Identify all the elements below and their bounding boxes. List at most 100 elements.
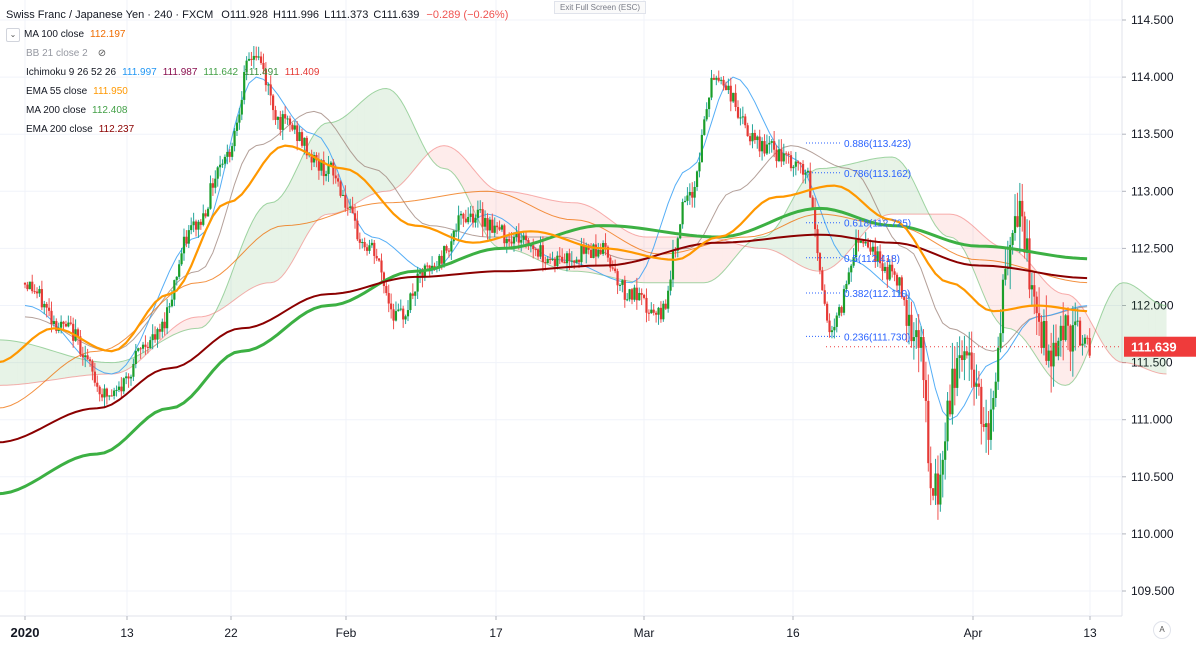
cloud-segment <box>158 338 163 344</box>
candle-body <box>1033 285 1036 297</box>
cloud-segment <box>830 167 835 269</box>
candle-body <box>881 263 884 272</box>
candle-body <box>541 245 544 263</box>
candle-body <box>741 116 744 118</box>
candle-body <box>667 290 670 309</box>
candle-body <box>281 114 284 130</box>
cloud-segment <box>75 357 80 377</box>
cloud-segment <box>46 348 51 381</box>
fibonacci-levels[interactable]: 0.886(113.423) 0.786(113.162) 0.618(112.72… <box>806 139 911 343</box>
candle-body <box>139 348 142 350</box>
candle-body <box>809 170 812 198</box>
candle-body <box>194 221 198 230</box>
cloud-segment <box>444 145 448 170</box>
fib-level-label: 0.382(112.110) <box>844 289 910 300</box>
candle-body <box>81 354 84 358</box>
candle-body <box>934 473 937 496</box>
candle-body <box>517 233 520 243</box>
cloud-segment <box>837 166 842 263</box>
candle-body <box>488 219 492 231</box>
indicator-row[interactable]: MA 200 close 112.408 <box>6 101 508 120</box>
exit-fullscreen-button[interactable]: Exit Full Screen (ESC) <box>554 1 647 14</box>
indicator-row[interactable]: EMA 55 close 111.950 <box>6 82 508 101</box>
cloud-segment <box>234 255 239 300</box>
cloud-segment <box>183 319 188 331</box>
candle-body <box>1021 200 1024 217</box>
indicator-row[interactable]: EMA 200 close 112.237 <box>6 120 508 139</box>
candle-body <box>122 378 125 392</box>
candle-body <box>524 235 528 241</box>
cloud-segment <box>646 236 650 283</box>
candle-body <box>717 77 720 81</box>
candle-body <box>341 194 345 196</box>
candle-body <box>447 250 451 252</box>
candle-body <box>655 312 658 315</box>
candle-body <box>958 355 961 359</box>
candle-body <box>464 218 467 223</box>
cloud-segment <box>624 229 629 281</box>
candle-body <box>108 395 111 397</box>
cloud-segment <box>855 161 860 243</box>
y-tick-label: 111.500 <box>1131 356 1173 370</box>
indicator-row[interactable]: BB 21 close 2 ⊘ <box>6 44 508 63</box>
candle-body <box>522 235 525 240</box>
cloud-segment <box>704 236 708 283</box>
candle-body <box>93 371 96 383</box>
cloud-segment <box>1115 283 1120 362</box>
cloud-segment <box>910 174 914 215</box>
cloud-segment <box>552 200 557 268</box>
candle-body <box>243 72 246 100</box>
candle-body <box>693 186 696 198</box>
auto-scale-button[interactable]: A <box>1153 621 1171 639</box>
candle-body <box>356 220 359 240</box>
candle-body <box>756 136 759 141</box>
cloud-segment <box>458 152 463 187</box>
candle-body <box>392 309 395 321</box>
candle-body <box>893 271 896 275</box>
candle-body <box>38 289 41 294</box>
candle-body <box>1018 200 1021 227</box>
cloud-segment <box>375 89 380 194</box>
candle-body <box>327 165 330 174</box>
cloud-segment <box>422 143 426 160</box>
collapse-chevron-icon[interactable]: ⌄ <box>6 27 20 42</box>
candle-body <box>166 307 169 329</box>
cloud-segment <box>277 195 282 281</box>
candle-body <box>965 351 968 356</box>
candle-body <box>91 361 94 372</box>
candle-body <box>1074 321 1077 326</box>
ema200-line <box>0 233 1088 444</box>
cloud-segment <box>270 201 275 283</box>
candle-body <box>573 260 576 263</box>
price-axis-panel[interactable] <box>1122 0 1196 650</box>
eye-slash-icon[interactable]: ⊘ <box>97 48 107 59</box>
candle-body <box>515 233 518 237</box>
candle-body <box>951 368 954 415</box>
indicator-row[interactable]: ⌄ MA 100 close 112.197 <box>6 25 508 44</box>
candle-body <box>604 243 607 247</box>
cloud-segment <box>975 227 979 283</box>
candle-body <box>305 137 308 156</box>
cloud-segment <box>223 284 228 308</box>
candle-body <box>1030 285 1033 290</box>
candle-body <box>180 253 183 265</box>
candle-body <box>594 244 597 257</box>
cloud-segment <box>978 231 983 292</box>
candle-body <box>26 284 29 290</box>
cloud-segment <box>996 245 1001 325</box>
candle-body <box>438 255 441 267</box>
candle-body <box>941 459 944 475</box>
cloud-segment <box>657 236 661 283</box>
candle-body <box>874 246 877 262</box>
cloud-segment <box>1144 294 1149 370</box>
candle-body <box>358 239 361 243</box>
candle-body <box>190 225 193 231</box>
cloud-segment <box>805 174 809 270</box>
candle-body <box>628 289 631 300</box>
indicator-row[interactable]: Ichimoku 9 26 52 26 111.997 111.987 111.642… <box>6 63 508 82</box>
candle-body <box>577 259 581 263</box>
candle-body <box>869 247 872 252</box>
cloud-segment <box>711 237 715 281</box>
candle-body <box>250 58 253 60</box>
